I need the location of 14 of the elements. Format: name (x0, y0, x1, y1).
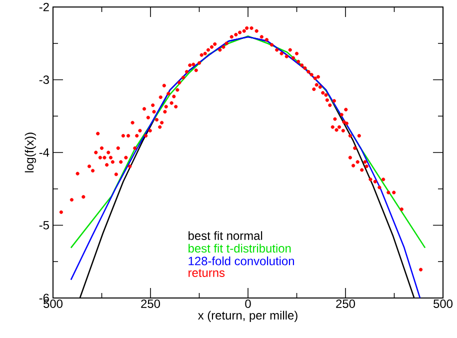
text: best fit t-distribution (188, 244, 291, 253)
text: returns (188, 269, 225, 277)
text: best fit normal (188, 231, 262, 240)
x-tick-label: 0 (245, 300, 251, 308)
x-tick-label: 250 (336, 300, 356, 308)
x-tick-label: 250 (141, 300, 160, 308)
x-axis-title: x (return, per mille) (198, 310, 298, 322)
y-tick-label: -5 (39, 221, 49, 230)
text: 128-fold convolution (188, 256, 294, 266)
y-tick-label: -2 (39, 2, 49, 12)
y-tick-label: -4 (39, 148, 50, 157)
y-axis-title: log(f(x)) (24, 132, 36, 172)
y-tick-label: -3 (39, 76, 49, 84)
x-tick-label: 500 (434, 300, 453, 308)
